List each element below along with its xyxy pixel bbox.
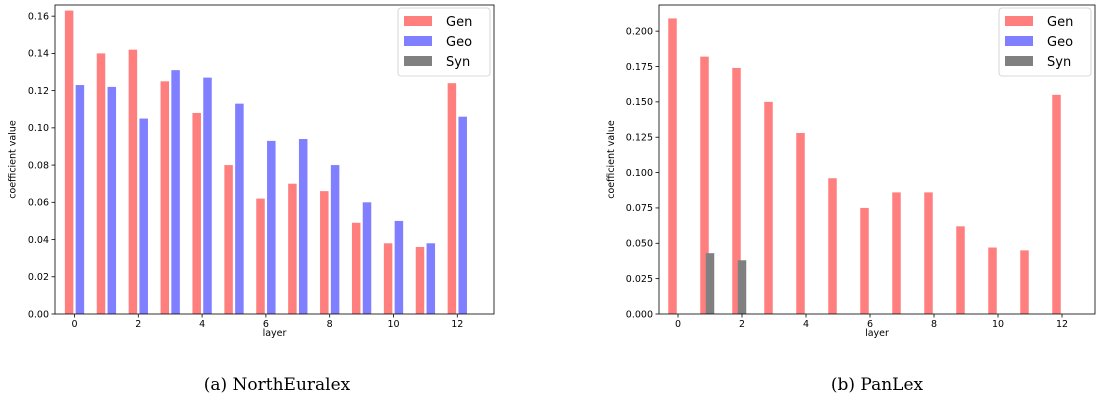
ne-bar-gen-layer-12: [447, 83, 457, 315]
ne-bar-geo-layer-0: [75, 85, 85, 314]
ne-y-tick-label: 0.12: [28, 86, 49, 97]
ne-bar-geo-layer-9: [362, 202, 372, 314]
pl-legend-swatch-syn: [1005, 56, 1033, 66]
ne-x-axis-label: layer: [263, 328, 287, 339]
pl-x-tick-label: 2: [739, 319, 745, 330]
pl-y-tick-label: 0.050: [626, 239, 653, 250]
pl-x-tick-label: 8: [931, 319, 937, 330]
ne-bar-gen-layer-5: [224, 165, 233, 314]
pl-bar-gen-layer-0: [668, 18, 677, 315]
ne-x-tick-label: 0: [71, 319, 77, 330]
pl-x-tick-label: 12: [1056, 319, 1068, 330]
ne-bar-gen-layer-6: [256, 198, 265, 314]
ne-caption: (a) NorthEuralex: [204, 375, 351, 395]
ne-y-tick-label: 0.00: [28, 309, 49, 320]
ne-bar-geo-layer-2: [139, 118, 148, 314]
chart-panlex: 0.000 0.025 0.050 0.075 0.100 0.125 0.150 0.175…: [606, 4, 1096, 395]
pl-legend-swatch-geo: [1005, 36, 1033, 46]
ne-y-tick-label: 0.04: [28, 235, 49, 246]
ne-bar-gen-layer-10: [383, 243, 393, 314]
ne-bar-gen-layer-0: [64, 10, 74, 315]
ne-y-tick-label: 0.14: [28, 49, 49, 60]
pl-y-tick-label: 0.075: [626, 203, 653, 214]
pl-legend-swatch-gen: [1005, 16, 1033, 26]
pl-bar-gen-layer-12: [1052, 94, 1061, 314]
pl-legend-label-geo: Geo: [1047, 35, 1073, 50]
pl-x-axis-label: layer: [865, 328, 889, 339]
ne-y-tick-label: 0.10: [28, 123, 49, 134]
pl-bar-gen-layer-8: [924, 192, 933, 314]
pl-y-tick-label: 0.025: [626, 274, 653, 285]
pl-legend-label-gen: Gen: [1047, 15, 1073, 30]
ne-y-tick-label: 0.02: [28, 272, 49, 283]
ne-y-axis-label: coefficient value: [8, 120, 19, 199]
ne-bar-geo-layer-8: [330, 165, 340, 314]
pl-x-tick-label: 0: [675, 319, 681, 330]
ne-bar-geo-layer-11: [426, 243, 436, 314]
pl-bar-syn-layer-2: [737, 260, 747, 314]
ne-bar-geo-layer-4: [203, 77, 212, 314]
pl-bar-gen-layer-9: [956, 226, 965, 314]
ne-bar-geo-layer-6: [267, 140, 276, 314]
ne-bar-gen-layer-2: [128, 49, 138, 315]
ne-x-tick-label: 8: [327, 319, 333, 330]
ne-bar-gen-layer-9: [351, 222, 361, 314]
ne-legend-label-gen: Gen: [446, 15, 472, 30]
ne-x-tick-label: 12: [451, 319, 463, 330]
pl-bar-gen-layer-7: [892, 192, 901, 314]
ne-bar-geo-layer-10: [394, 220, 404, 314]
ne-legend-label-syn: Syn: [446, 55, 470, 70]
ne-y-tick-label: 0.16: [28, 11, 49, 22]
ne-x-tick-label: 6: [263, 319, 269, 330]
ne-bar-gen-layer-7: [288, 183, 297, 314]
ne-legend-label-geo: Geo: [446, 35, 472, 50]
pl-x-tick-label: 4: [803, 319, 809, 330]
ne-x-tick-label: 4: [199, 319, 205, 330]
ne-legend-swatch-syn: [404, 56, 432, 66]
pl-x-tick-label: 6: [867, 319, 873, 330]
pl-bar-gen-layer-6: [860, 207, 869, 314]
ne-y-tick-label: 0.08: [28, 160, 49, 171]
ne-x-tick-label: 2: [135, 319, 141, 330]
pl-bar-gen-layer-3: [764, 101, 773, 315]
pl-y-tick-label: 0.100: [626, 168, 653, 179]
pl-axes-frame: [658, 4, 1096, 315]
ne-axes-frame: [54, 4, 495, 315]
pl-bar-gen-layer-10: [988, 247, 997, 314]
pl-y-axis-label: coefficient value: [606, 120, 617, 199]
pl-bar-gen-layer-2: [732, 67, 741, 315]
ne-bar-gen-layer-3: [160, 81, 170, 314]
ne-bar-geo-layer-7: [298, 139, 308, 314]
pl-y-tick-label: 0.150: [626, 97, 653, 108]
pl-legend-label-syn: Syn: [1047, 55, 1071, 70]
ne-legend-swatch-geo: [404, 36, 432, 46]
pl-caption: (b) PanLex: [831, 375, 924, 395]
chart-northeuralex: 0.00 0.02 0.04 0.06 0.08 0.10 0.12 0.14 0.16 0 2 4 6…: [8, 4, 495, 395]
ne-bar-gen-layer-1: [96, 53, 106, 315]
pl-y-tick-label: 0.175: [626, 62, 653, 73]
ne-x-tick-label: 10: [387, 319, 399, 330]
ne-legend-swatch-gen: [404, 16, 432, 26]
ne-bar-geo-layer-5: [235, 103, 244, 314]
ne-bar-geo-layer-12: [458, 116, 467, 314]
pl-y-tick-label: 0.000: [626, 309, 653, 320]
pl-bar-gen-layer-1: [700, 56, 709, 315]
ne-bar-gen-layer-4: [192, 112, 201, 315]
pl-bar-syn-layer-1: [705, 253, 715, 314]
ne-y-tick-label: 0.06: [28, 198, 49, 209]
pl-bar-gen-layer-5: [828, 178, 837, 314]
pl-y-tick-label: 0.125: [626, 133, 653, 144]
pl-y-tick-label: 0.200: [626, 26, 653, 37]
ne-bar-geo-layer-3: [171, 70, 180, 315]
pl-bar-gen-layer-11: [1020, 250, 1029, 314]
ne-bar-gen-layer-11: [415, 246, 425, 314]
pl-x-tick-label: 10: [992, 319, 1004, 330]
pl-bar-gen-layer-4: [796, 132, 805, 314]
ne-bar-gen-layer-8: [320, 191, 329, 314]
ne-bar-geo-layer-1: [107, 86, 117, 315]
